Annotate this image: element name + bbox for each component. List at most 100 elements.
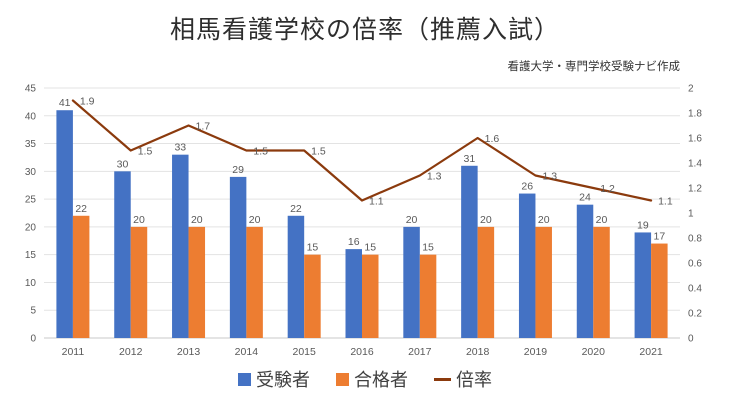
bar-passers [362, 254, 379, 338]
line-value-label: 1.5 [253, 146, 268, 158]
bar-value-label: 20 [596, 214, 608, 226]
bar-passers [419, 254, 437, 338]
bar-value-label: 20 [249, 214, 261, 226]
bar-value-label: 22 [290, 203, 302, 215]
y-axis-label-left: 10 [25, 278, 37, 289]
x-axis-label: 2012 [119, 346, 143, 358]
bar-passers [246, 226, 263, 338]
bar-value-label: 15 [364, 242, 376, 254]
bar-value-label: 24 [579, 192, 591, 204]
legend-label-ratio: 倍率 [456, 370, 492, 390]
bar-examinees [172, 154, 189, 338]
bar-examinees [345, 249, 362, 338]
legend-swatch-examinees [238, 372, 251, 386]
legend-swatch-passers [336, 372, 349, 386]
x-axis-label: 2015 [293, 346, 317, 358]
bar-value-label: 20 [191, 214, 203, 226]
bar-passers [130, 226, 148, 338]
bar-passers [72, 215, 90, 338]
bar-passers [593, 226, 610, 338]
x-axis-label: 2017 [408, 346, 432, 358]
chart-subtitle: 看護大学・専門学校受験ナビ作成 [507, 61, 681, 73]
line-value-label: 1.6 [485, 133, 500, 145]
y-axis-label-left: 5 [30, 306, 36, 317]
legend: 受験者 合格者 倍率 [0, 366, 730, 392]
bar-value-label: 20 [406, 214, 418, 226]
legend-label-examinees: 受験者 [256, 370, 310, 390]
bar-examinees [634, 232, 652, 338]
y-axis-label-left: 15 [25, 250, 37, 261]
bar-value-label: 30 [117, 158, 129, 170]
x-axis-label: 2014 [235, 346, 259, 358]
line-value-label: 1.5 [138, 146, 153, 158]
line-value-label: 1.3 [542, 171, 557, 183]
bar-examinees [287, 215, 305, 338]
bar-value-label: 29 [232, 164, 244, 176]
line-value-label: 1.7 [196, 121, 211, 133]
bar-examinees [114, 171, 131, 338]
line-value-label: 1.2 [600, 183, 615, 195]
bar-value-label: 15 [307, 242, 319, 254]
legend-item-examinees: 受験者 [238, 366, 310, 392]
bar-examinees [461, 165, 478, 338]
y-axis-label-right: 2 [688, 84, 694, 95]
y-axis-label-left: 45 [25, 84, 37, 95]
y-axis-label-right: 0 [688, 334, 694, 345]
chart-title: 相馬看護学校の倍率（推薦入試） [169, 16, 560, 44]
bar-value-label: 22 [75, 203, 87, 215]
bar-examinees [229, 176, 247, 338]
legend-label-passers: 合格者 [354, 370, 408, 390]
line-value-label: 1.3 [427, 171, 442, 183]
bar-value-label: 20 [133, 214, 145, 226]
bar-value-label: 41 [59, 97, 71, 109]
x-axis-label: 2018 [466, 346, 490, 358]
x-axis-label: 2019 [524, 346, 548, 358]
bar-value-label: 33 [174, 142, 186, 154]
y-axis-label-left: 35 [25, 139, 37, 150]
y-axis-label-right: 0.8 [688, 234, 702, 245]
x-axis-label: 2016 [350, 346, 374, 358]
plot-area: 0 5 10 15 20 25 30 35 40 45 0 0.2 0.4 0.6 0.8 1 1.2 1.4 1.… [25, 84, 702, 359]
line-value-label: 1.9 [80, 96, 95, 108]
y-axis-label-left: 0 [30, 334, 36, 345]
line-value-label: 1.1 [369, 196, 384, 208]
bar-passers [651, 243, 668, 338]
bar-passers [477, 226, 495, 338]
bar-value-label: 15 [422, 242, 434, 254]
y-axis-label-right: 1.8 [688, 109, 702, 120]
y-axis-label-left: 25 [25, 195, 37, 206]
bar-examinees [518, 193, 536, 338]
bar-examinees [403, 226, 420, 338]
bar-examinees [56, 110, 73, 338]
bar-value-label: 26 [521, 181, 533, 193]
y-axis-label-right: 0.2 [688, 309, 702, 320]
legend-swatch-ratio-line [434, 377, 451, 381]
y-axis-label-left: 20 [25, 222, 37, 233]
line-value-label: 1.1 [658, 196, 673, 208]
bar-examinees [576, 204, 594, 338]
bar-passers [535, 226, 552, 338]
bar-value-label: 19 [637, 219, 649, 231]
y-axis-label-right: 0.4 [688, 284, 702, 295]
bar-passers [188, 226, 206, 338]
x-axis-label: 2013 [177, 346, 201, 358]
ratio-line [71, 99, 653, 202]
y-axis-label-right: 1 [688, 209, 694, 220]
line-value-label: 1.5 [311, 146, 326, 158]
y-axis-label-right: 1.2 [688, 184, 702, 195]
bar-value-label: 16 [348, 236, 360, 248]
bar-value-label: 20 [538, 214, 550, 226]
y-axis-label-right: 1.4 [688, 159, 702, 170]
bar-value-label: 20 [480, 214, 492, 226]
y-axis-label-right: 1.6 [688, 134, 702, 145]
legend-item-ratio: 倍率 [434, 366, 492, 392]
x-axis-label: 2020 [582, 346, 606, 358]
bar-value-label: 17 [653, 231, 665, 243]
x-axis-label: 2011 [62, 346, 85, 358]
y-axis-label-left: 30 [25, 167, 37, 178]
legend-item-passers: 合格者 [336, 366, 408, 392]
y-axis-label-right: 0.6 [688, 259, 702, 270]
x-axis-label: 2021 [639, 346, 663, 358]
bar-value-label: 31 [464, 153, 476, 165]
